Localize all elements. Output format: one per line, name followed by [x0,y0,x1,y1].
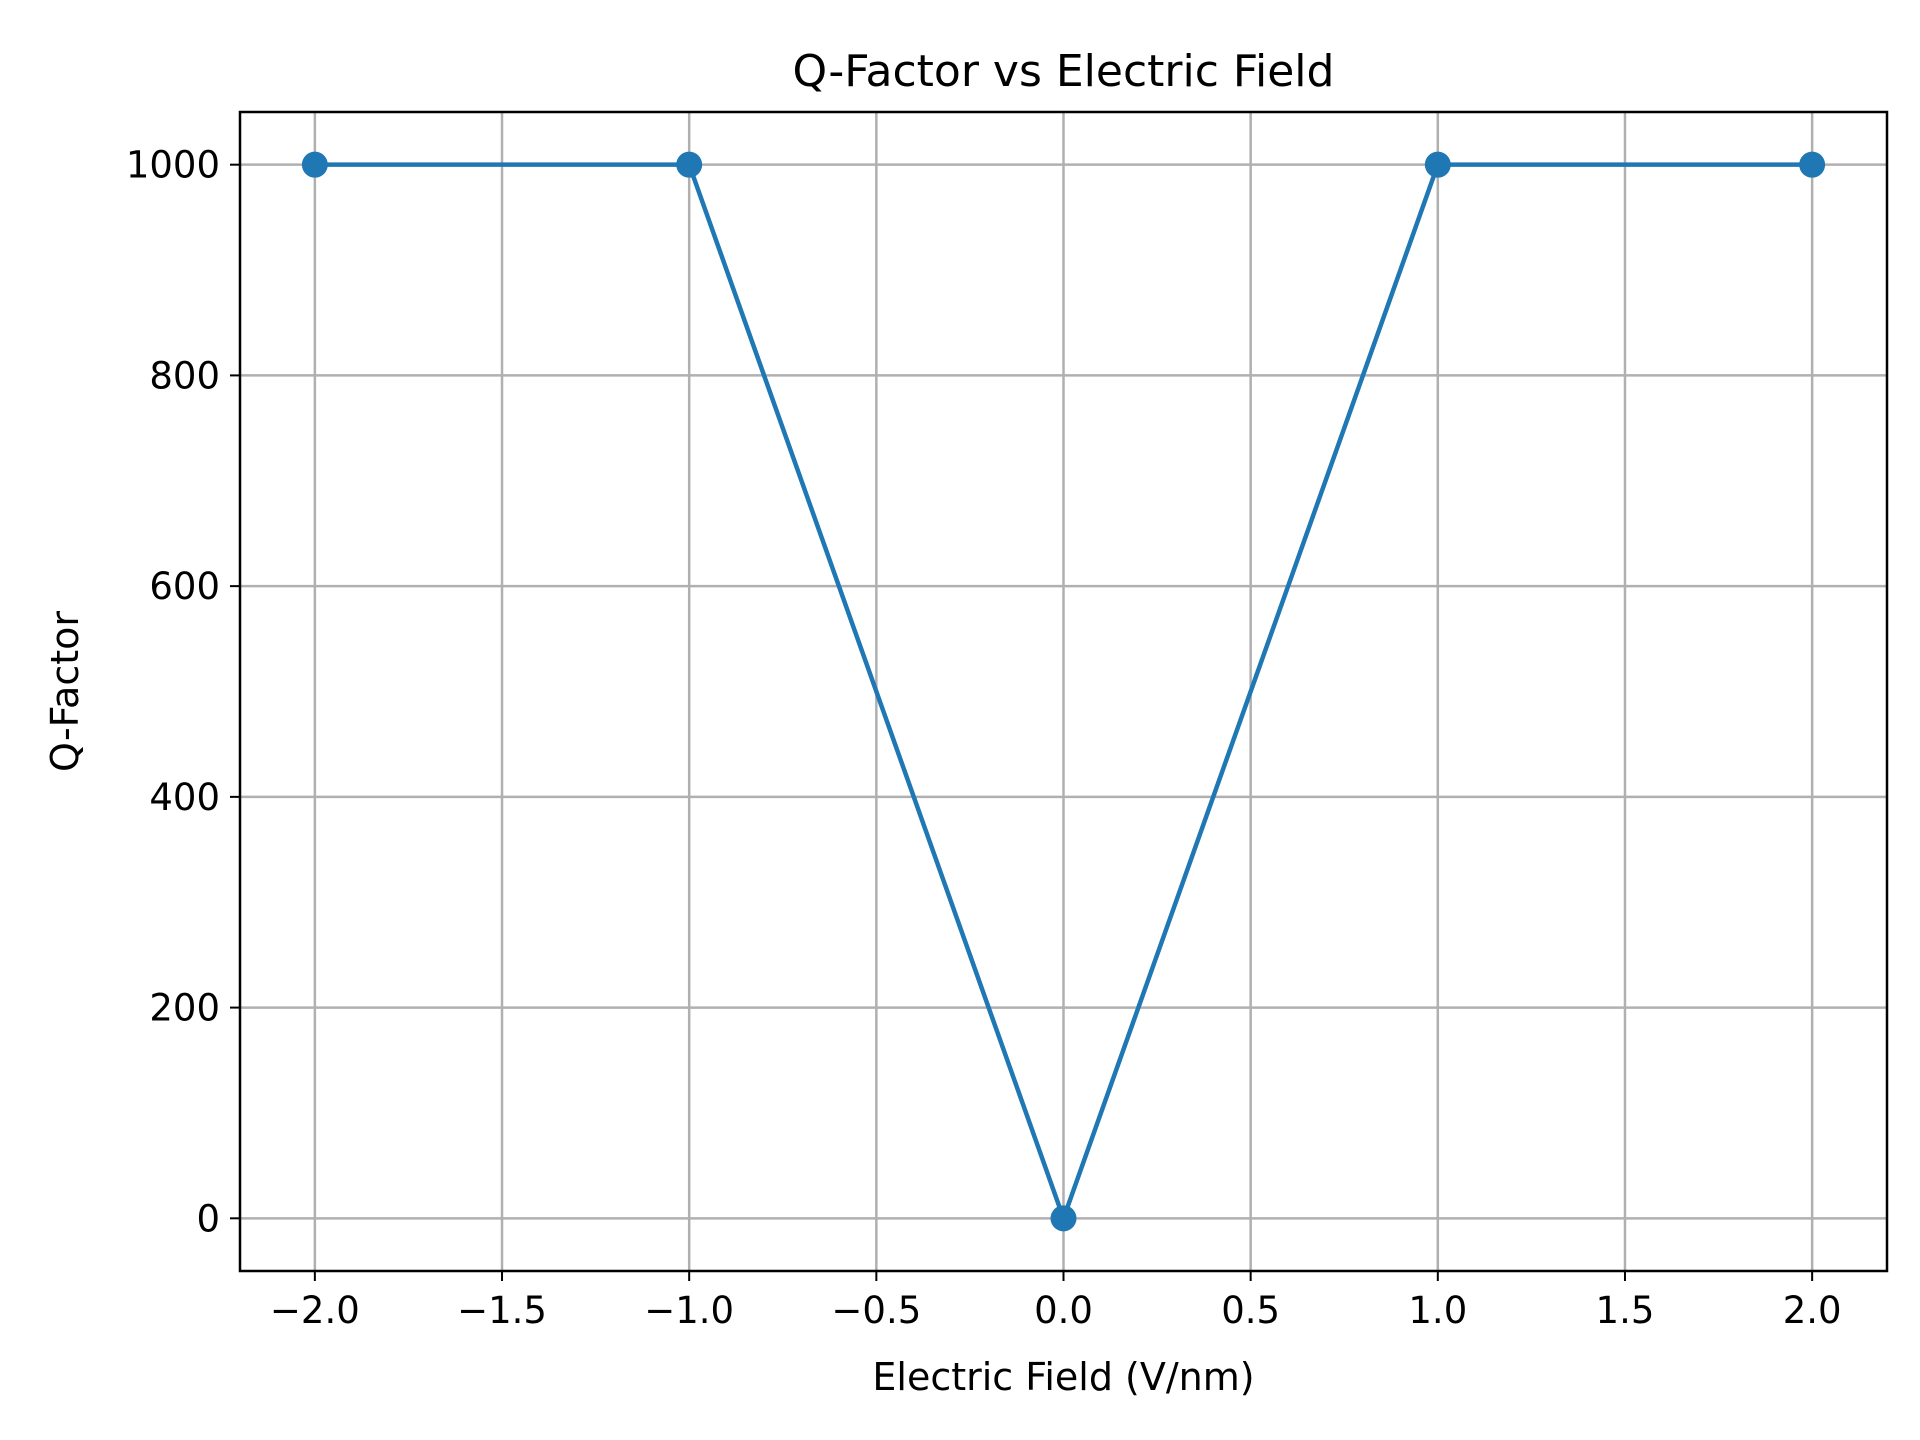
x-tick-label: 2.0 [1783,1289,1842,1332]
x-tick-label: −2.0 [270,1289,360,1332]
y-tick-label: 400 [149,776,220,819]
x-tick-label: 0.5 [1221,1289,1280,1332]
data-point [1799,151,1826,178]
y-tick-label: 800 [149,354,220,397]
x-axis-label: Electric Field (V/nm) [872,1355,1254,1399]
data-point [1424,151,1451,178]
x-tick-label: −1.5 [457,1289,547,1332]
data-point [676,151,703,178]
x-tick-label: 1.5 [1596,1289,1655,1332]
y-tick-label: 600 [149,565,220,608]
x-tick-label: −1.0 [644,1289,734,1332]
y-tick-label: 200 [149,987,220,1030]
data-point [1050,1205,1077,1232]
grid [240,112,1887,1271]
x-tick-label: 0.0 [1034,1289,1093,1332]
y-axis-label: Q-Factor [43,611,87,772]
y-tick-label: 1000 [126,144,220,187]
ticks: −2.0 −1.5 −1.0 −0.5 0.0 0.5 1.0 1.5 2.0 0 200 400 60… [126,144,1842,1332]
series-layer [301,151,1826,1232]
data-point [301,151,328,178]
y-tick-label: 0 [196,1197,220,1240]
x-tick-label: −0.5 [831,1289,921,1332]
x-tick-label: 1.0 [1408,1289,1467,1332]
chart-title: Q-Factor vs Electric Field [793,46,1335,97]
